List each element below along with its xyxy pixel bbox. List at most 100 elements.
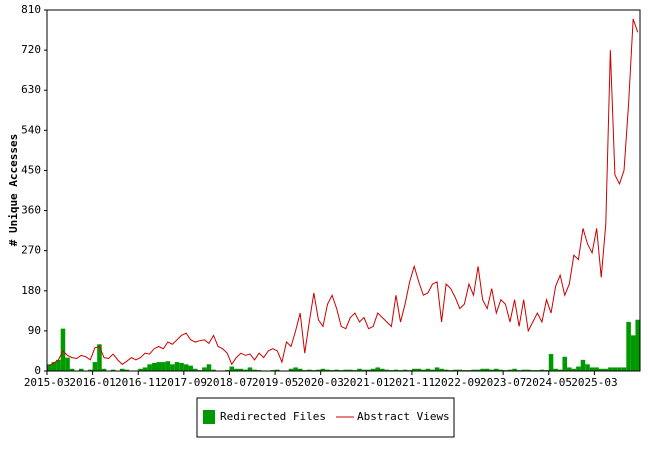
x-tick-label: 2024-05	[526, 376, 572, 389]
bar	[69, 368, 75, 371]
bar	[548, 354, 554, 371]
bar	[334, 369, 339, 371]
bar	[151, 362, 157, 371]
bar	[307, 369, 312, 371]
bar	[635, 319, 640, 371]
bar	[142, 367, 148, 371]
bar	[594, 367, 599, 371]
bar	[211, 369, 216, 371]
bar	[188, 365, 193, 371]
bar	[525, 369, 531, 371]
bar	[202, 367, 207, 371]
x-tick-label: 2016-01	[69, 376, 115, 389]
y-tick-label: 810	[21, 3, 41, 16]
x-tick-label: 2015-03	[24, 376, 70, 389]
bar	[443, 369, 449, 371]
bar	[192, 368, 198, 371]
bar	[293, 367, 298, 371]
x-tick-label: 2019-05	[252, 376, 298, 389]
legend-label: Abstract Views	[357, 410, 450, 423]
bar	[297, 368, 303, 371]
x-tick-label: 2022-09	[434, 376, 480, 389]
y-tick-label: 270	[21, 244, 41, 257]
legend-box	[196, 397, 455, 438]
bar	[457, 369, 463, 371]
bar	[65, 357, 70, 371]
bar	[484, 368, 490, 371]
bar	[183, 364, 189, 371]
bar	[411, 368, 417, 371]
bar	[320, 368, 326, 371]
bar	[170, 364, 175, 371]
bar	[161, 362, 166, 371]
bar	[567, 367, 572, 371]
bar	[507, 369, 513, 371]
bar	[156, 362, 162, 371]
bar	[416, 368, 422, 371]
y-tick-label: 630	[21, 83, 41, 96]
bar	[138, 368, 143, 371]
x-tick-label: 2018-07	[206, 376, 252, 389]
y-tick-label: 0	[34, 364, 41, 377]
bar	[165, 361, 171, 371]
bar	[379, 368, 385, 371]
bar	[288, 368, 294, 371]
y-axis-label: # Unique Accesses	[7, 134, 20, 247]
bar	[603, 368, 609, 371]
bar	[316, 369, 321, 371]
bar	[553, 368, 558, 371]
bar	[92, 362, 98, 371]
bar	[539, 369, 545, 371]
bar	[521, 369, 526, 371]
bar	[489, 369, 495, 371]
x-tick-label: 2020-03	[298, 376, 344, 389]
bar	[393, 369, 399, 371]
bar	[229, 366, 235, 371]
bar	[366, 369, 371, 371]
bar	[243, 369, 248, 371]
bar	[512, 368, 517, 371]
bar	[471, 369, 476, 371]
bar	[494, 368, 499, 371]
bar	[247, 367, 253, 371]
y-tick-label: 720	[21, 43, 41, 56]
bar	[589, 367, 595, 371]
x-tick-label: 2021-01	[343, 376, 389, 389]
bar	[147, 364, 152, 371]
legend-swatch	[203, 410, 215, 424]
bar	[626, 321, 631, 371]
bar	[430, 369, 435, 371]
bar	[480, 368, 485, 371]
bar	[475, 369, 481, 371]
bar	[51, 362, 57, 371]
x-tick-label: 2025-03	[571, 376, 617, 389]
bar	[97, 344, 102, 371]
bar	[576, 366, 581, 371]
x-tick-label: 2016-11	[115, 376, 161, 389]
bar	[124, 369, 130, 371]
bar	[452, 369, 458, 371]
bar	[238, 368, 244, 371]
x-tick-label: 2021-11	[389, 376, 435, 389]
bar	[357, 368, 362, 371]
bar	[370, 368, 376, 371]
bar	[630, 335, 636, 371]
bar	[402, 369, 408, 371]
bar	[110, 369, 116, 371]
bar	[252, 369, 257, 371]
y-tick-label: 360	[21, 204, 41, 217]
bar	[179, 362, 184, 371]
bar	[174, 362, 180, 371]
y-tick-label: 540	[21, 123, 41, 136]
bar	[384, 369, 390, 371]
bar	[101, 368, 107, 371]
bar	[60, 328, 66, 371]
bar	[375, 367, 380, 371]
bar	[119, 368, 125, 371]
y-tick-label: 90	[28, 324, 41, 337]
bar	[234, 368, 239, 371]
bar	[47, 364, 52, 371]
bar	[608, 367, 613, 371]
bar	[562, 356, 568, 371]
bar	[598, 368, 604, 371]
